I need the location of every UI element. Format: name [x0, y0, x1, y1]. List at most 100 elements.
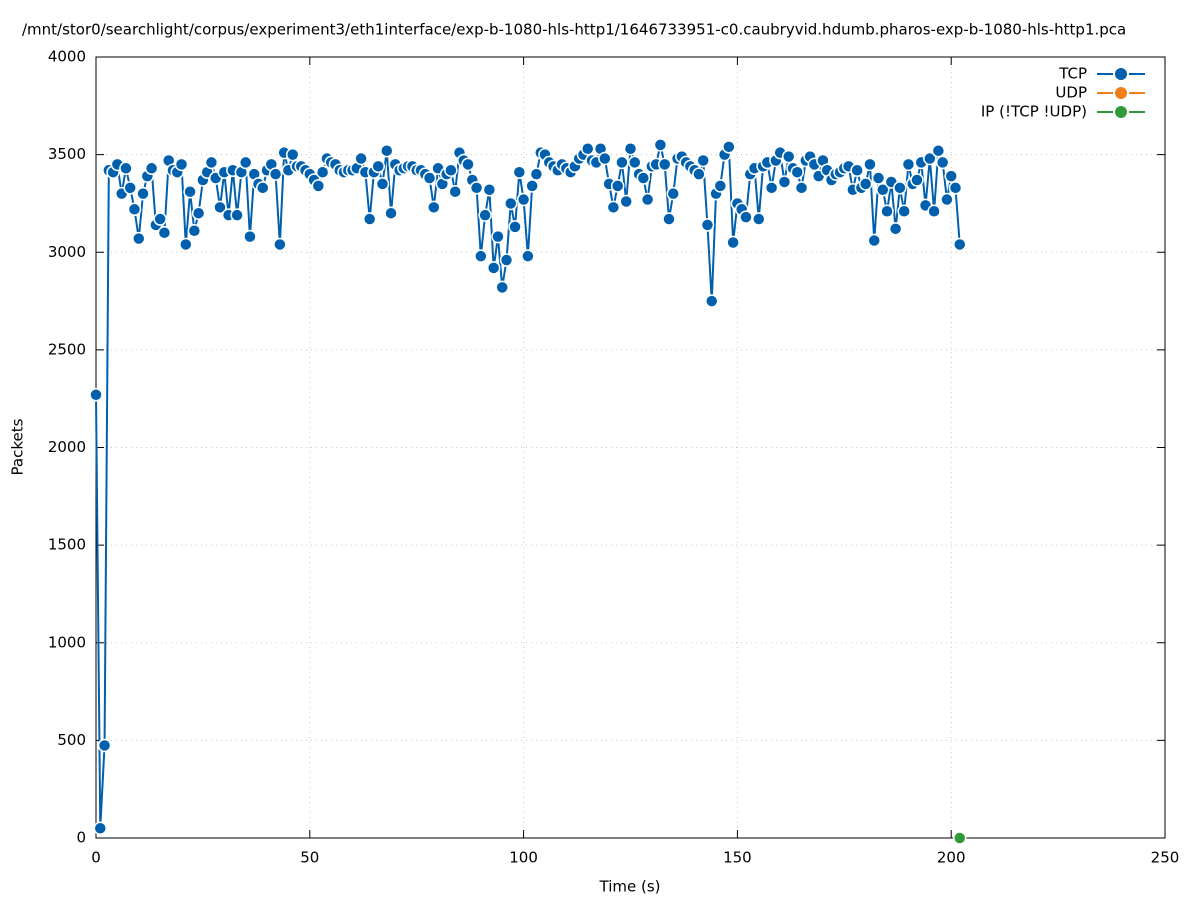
data-point — [354, 151, 368, 166]
data-point — [512, 165, 527, 179]
data-point — [153, 212, 167, 226]
data-point — [273, 237, 287, 252]
y-axis-label: Packets — [9, 418, 27, 475]
data-point — [444, 163, 458, 177]
data-point — [858, 177, 873, 191]
data-point — [692, 167, 706, 181]
data-point — [700, 218, 715, 232]
data-point — [657, 157, 672, 172]
data-point — [311, 179, 326, 193]
data-point — [953, 831, 967, 845]
x-axis-label: Time (s) — [599, 878, 661, 896]
data-point — [362, 212, 377, 226]
data-point — [504, 196, 518, 211]
data-point — [888, 222, 903, 236]
data-point — [474, 249, 488, 263]
data-point — [469, 181, 484, 195]
data-point — [944, 169, 958, 183]
data-point — [380, 143, 394, 158]
data-point — [183, 184, 197, 199]
data-point — [598, 151, 612, 166]
data-point — [948, 181, 963, 195]
legend-label: UDP — [1055, 84, 1087, 102]
y-tick-label: 3000 — [48, 243, 86, 261]
data-point — [606, 200, 621, 215]
data-point — [696, 153, 710, 168]
legend-label: IP (!TCP !UDP) — [981, 103, 1087, 121]
data-point — [880, 204, 894, 218]
data-point — [628, 155, 642, 170]
data-point — [521, 249, 535, 263]
x-tick-label: 0 — [91, 849, 101, 867]
data-point — [174, 157, 189, 172]
data-point — [764, 181, 779, 195]
data-point — [187, 224, 202, 238]
data-point — [525, 179, 539, 193]
x-tick-label: 100 — [509, 849, 538, 867]
data-point — [157, 225, 172, 240]
data-point — [850, 163, 864, 177]
data-point — [508, 220, 522, 234]
data-point — [97, 738, 112, 753]
y-tick-label: 1500 — [48, 536, 86, 554]
data-point — [893, 181, 907, 195]
data-point — [867, 233, 881, 248]
data-point — [901, 157, 916, 172]
legend-marker — [1115, 68, 1127, 80]
data-point — [461, 157, 475, 172]
data-point — [268, 167, 283, 181]
legend-marker — [1115, 106, 1127, 118]
data-point — [127, 202, 142, 217]
data-point — [580, 142, 595, 156]
y-tick-label: 2000 — [48, 438, 86, 456]
data-point — [619, 194, 633, 209]
data-point — [910, 173, 924, 187]
data-point — [713, 179, 728, 193]
data-point — [89, 388, 103, 402]
data-point — [953, 237, 967, 252]
data-point — [752, 212, 766, 226]
data-point — [726, 235, 740, 250]
data-point — [777, 175, 792, 189]
data-point — [923, 151, 937, 166]
data-point — [940, 192, 954, 207]
data-point — [285, 147, 300, 162]
data-point — [790, 165, 805, 179]
data-point — [315, 165, 330, 179]
x-tick-label: 200 — [937, 849, 966, 867]
data-point — [794, 181, 809, 195]
data-point — [448, 184, 462, 199]
data-point — [499, 253, 514, 267]
data-point — [876, 183, 890, 197]
data-point — [863, 157, 877, 172]
data-point — [191, 206, 206, 220]
y-tick-label: 500 — [57, 731, 86, 749]
data-point — [722, 140, 736, 154]
data-point — [927, 204, 941, 218]
data-point — [491, 229, 505, 244]
data-point — [238, 155, 253, 170]
y-tick-label: 0 — [76, 829, 86, 847]
data-point — [897, 204, 911, 218]
data-point — [640, 192, 655, 207]
data-point — [704, 294, 719, 308]
data-point — [119, 161, 133, 176]
data-point — [623, 142, 638, 156]
data-point — [516, 192, 531, 207]
data-point — [132, 231, 146, 246]
x-tick-label: 50 — [300, 849, 319, 867]
data-point — [427, 200, 441, 215]
data-point — [610, 179, 625, 193]
y-tick-label: 2500 — [48, 340, 86, 358]
data-point — [213, 200, 227, 215]
data-point — [615, 155, 629, 170]
legend-marker — [1115, 87, 1127, 99]
data-point — [136, 186, 150, 201]
data-point — [871, 171, 886, 185]
y-tick-label: 1000 — [48, 633, 86, 651]
data-point — [486, 261, 501, 275]
data-point — [739, 210, 753, 224]
data-point — [371, 159, 385, 174]
x-tick-label: 250 — [1151, 849, 1180, 867]
